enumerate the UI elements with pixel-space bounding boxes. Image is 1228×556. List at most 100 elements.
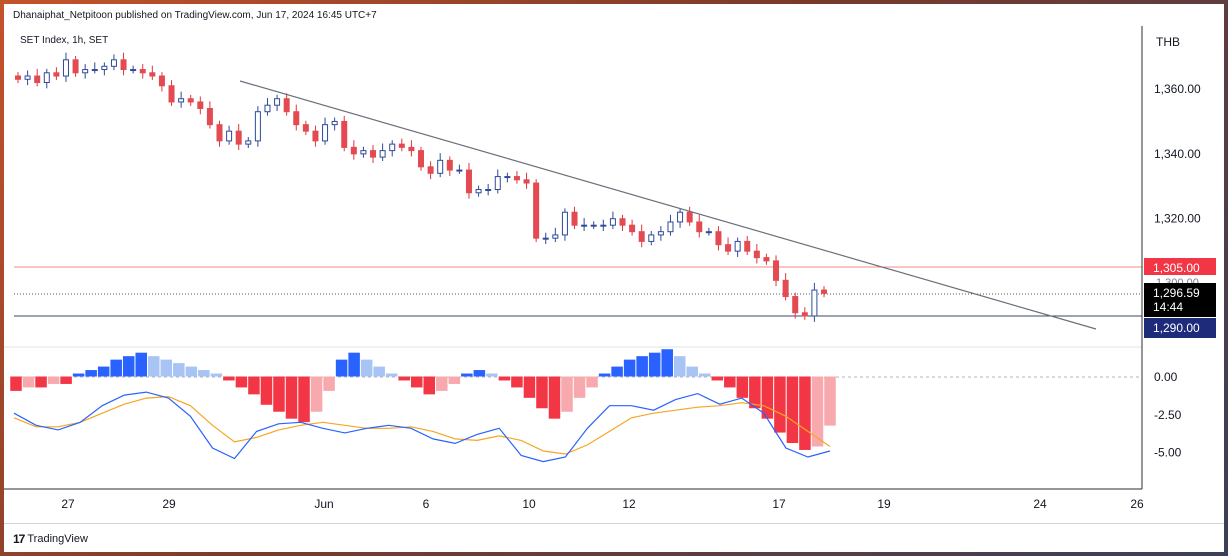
macd-hist-bar bbox=[298, 376, 310, 423]
candle-body bbox=[590, 224, 597, 227]
macd-hist-bar bbox=[561, 376, 573, 412]
macd-hist-bar bbox=[661, 349, 673, 377]
macd-hist-bar bbox=[47, 376, 60, 384]
macd-hist-bar bbox=[699, 373, 711, 377]
macd-hist-bar bbox=[673, 356, 686, 377]
candle-body bbox=[437, 159, 444, 174]
macd-hist-bar bbox=[724, 376, 736, 388]
macd-hist-bar bbox=[223, 376, 235, 381]
candle-body bbox=[561, 211, 568, 236]
time-tick-label: 26 bbox=[1130, 497, 1144, 511]
candle-body bbox=[456, 169, 463, 172]
candle-body bbox=[734, 240, 741, 252]
candle-body bbox=[581, 224, 588, 227]
price-tick-label: 1,360.00 bbox=[1154, 82, 1201, 96]
macd-hist-bar bbox=[85, 370, 97, 377]
level-badge-1305-bg bbox=[1144, 258, 1216, 275]
macd-tick-label: 0.00 bbox=[1154, 370, 1178, 384]
candle-body bbox=[753, 250, 760, 259]
macd-hist-bar bbox=[35, 376, 47, 388]
macd-hist-bar bbox=[623, 359, 636, 377]
macd-hist-bar bbox=[72, 373, 85, 377]
candle-body bbox=[350, 146, 357, 155]
candle-body bbox=[101, 65, 108, 71]
symbol-label: SET Index, 1h, SET bbox=[20, 35, 108, 46]
macd-hist-bar bbox=[774, 376, 786, 433]
macd-hist-bar bbox=[10, 376, 22, 391]
candle-body bbox=[331, 120, 338, 126]
time-tick-label: Jun bbox=[314, 497, 333, 511]
time-tick-label: 27 bbox=[61, 497, 75, 511]
footer-bar: 17 TradingView bbox=[4, 523, 1224, 552]
candle-body bbox=[667, 221, 674, 233]
macd-hist-bar bbox=[410, 376, 423, 388]
candle-body bbox=[821, 289, 827, 294]
candle-body bbox=[763, 257, 770, 262]
macd-tick-label: -5.00 bbox=[1154, 446, 1182, 460]
candle-body bbox=[24, 75, 31, 80]
time-tick-label: 24 bbox=[1033, 497, 1047, 511]
candle-body bbox=[34, 75, 41, 84]
candle-body bbox=[187, 98, 194, 103]
candle-body bbox=[619, 218, 626, 226]
candle-body bbox=[677, 211, 684, 223]
level-badge-last-text: 1,296.59 bbox=[1153, 286, 1200, 300]
macd-hist-bar bbox=[373, 366, 385, 377]
macd-hist-bar bbox=[348, 352, 360, 377]
macd-hist-bar bbox=[398, 376, 410, 381]
price-tick-label: 1,320.00 bbox=[1154, 212, 1201, 226]
candle-body bbox=[274, 98, 281, 106]
macd-hist-bar bbox=[573, 376, 586, 398]
time-tick-label: 29 bbox=[162, 497, 176, 511]
macd-hist-bar bbox=[22, 376, 35, 388]
macd-hist-bar bbox=[160, 359, 173, 377]
candle-body bbox=[254, 111, 261, 142]
candle-body bbox=[629, 224, 636, 233]
macd-hist-bar bbox=[611, 366, 623, 377]
candle-body bbox=[427, 166, 434, 174]
macd-hist-bar bbox=[122, 356, 135, 377]
macd-hist-bar bbox=[786, 376, 799, 443]
macd-hist-bar bbox=[498, 376, 511, 381]
candle-body bbox=[523, 179, 530, 184]
price-chart[interactable]: 1,360.001,340.001,320.001,300.001,305.00… bbox=[4, 4, 1224, 523]
publish-caption: Dhanaiphat_Netpitoon published on Tradin… bbox=[13, 10, 377, 21]
candle-body bbox=[283, 98, 290, 113]
candle-body bbox=[216, 124, 223, 142]
level-badge-1305-text: 1,305.00 bbox=[1153, 261, 1200, 275]
macd-hist-bar bbox=[523, 376, 536, 398]
candle-body bbox=[120, 59, 127, 71]
candle-body bbox=[91, 69, 98, 72]
candle-body bbox=[82, 69, 89, 74]
time-tick-label: 6 bbox=[423, 497, 430, 511]
macd-hist-bar bbox=[60, 376, 72, 384]
candle-body bbox=[130, 69, 137, 72]
macd-hist-bar bbox=[586, 376, 598, 388]
candle-body bbox=[811, 289, 818, 317]
candle-body bbox=[149, 72, 156, 77]
chart-frame: Dhanaiphat_Netpitoon published on Tradin… bbox=[4, 4, 1224, 552]
macd-hist-bar bbox=[260, 376, 273, 405]
candle-body bbox=[552, 234, 559, 239]
candle-body bbox=[43, 72, 50, 84]
macd-hist-bar bbox=[436, 376, 448, 391]
macd-hist-bar bbox=[799, 376, 811, 450]
macd-hist-bar bbox=[636, 356, 648, 377]
candle-body bbox=[341, 120, 348, 148]
time-tick-label: 17 bbox=[772, 497, 786, 511]
candle-body bbox=[370, 150, 377, 158]
macd-hist-bar bbox=[536, 376, 548, 409]
level-badge-1290-bg bbox=[1144, 318, 1216, 338]
candle-body bbox=[686, 211, 693, 223]
candle-body bbox=[696, 221, 703, 233]
tradingview-logo[interactable]: 17 TradingView bbox=[13, 532, 88, 546]
candle-body bbox=[312, 130, 319, 142]
time-tick-label: 12 bbox=[622, 497, 636, 511]
macd-hist-bar bbox=[686, 366, 699, 377]
candle-body bbox=[705, 231, 712, 234]
candle-body bbox=[379, 150, 386, 158]
candle-body bbox=[465, 169, 472, 194]
macd-hist-bar bbox=[736, 376, 749, 398]
candle-body bbox=[782, 279, 789, 298]
candle-body bbox=[648, 234, 655, 242]
